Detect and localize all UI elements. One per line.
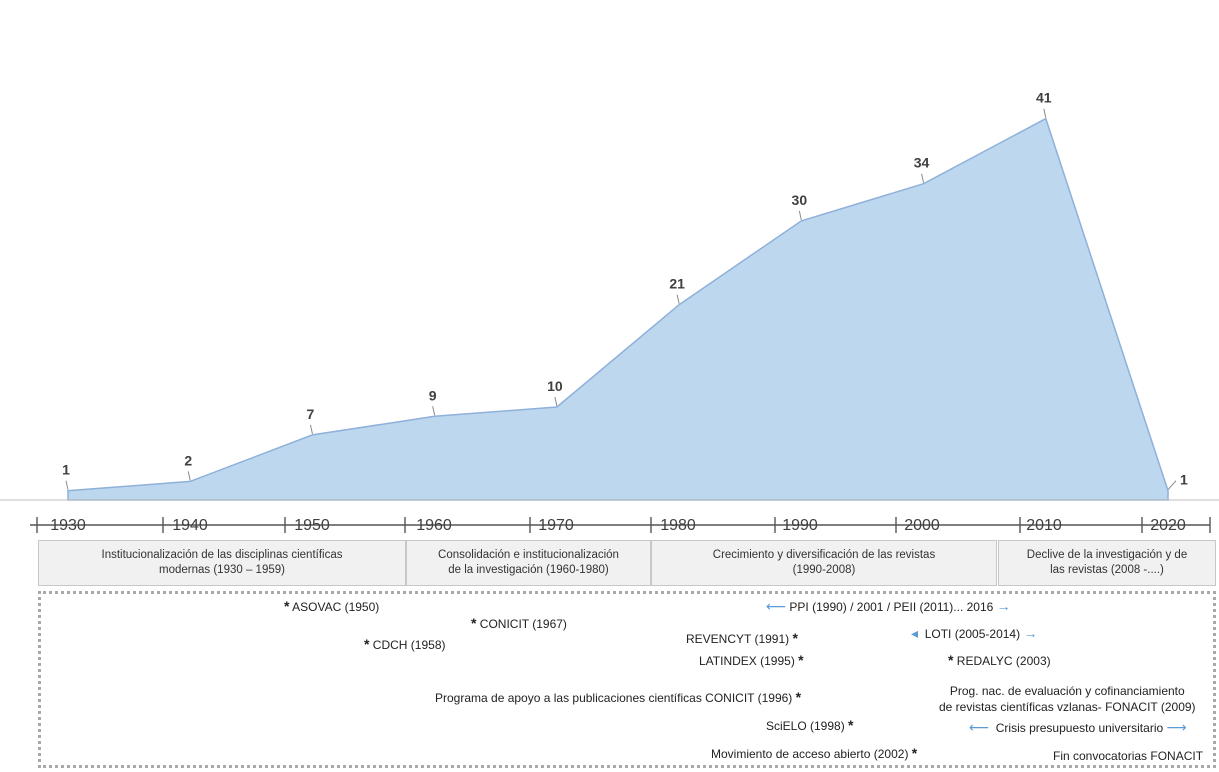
star-marker: * xyxy=(471,615,477,631)
label-leader xyxy=(921,173,925,183)
area-chart: 1 2 7 9 10 21 30 34 41 1 1930 1940 1950 1960 1970 1980… xyxy=(0,90,1219,534)
year-tick-label: 1930 xyxy=(50,517,86,534)
star-marker: * xyxy=(284,598,290,614)
data-label: 9 xyxy=(429,387,437,403)
year-tick-label: 2000 xyxy=(904,517,940,534)
year-tick-label: 1940 xyxy=(172,517,208,534)
event-label: REVENCYT (1991) xyxy=(686,632,790,646)
data-labels: 1 2 7 9 10 21 30 34 41 1 xyxy=(62,90,1188,491)
timeline-ticks: 1930 1940 1950 1960 1970 1980 1990 2000 2010 2020 xyxy=(36,517,1211,534)
period-label-line: las revistas (2008 -....) xyxy=(1050,564,1164,576)
year-tick-label: 1980 xyxy=(660,517,696,534)
event-acceso-abierto: Movimiento de acceso abierto (2002) * xyxy=(711,746,917,762)
event-label: Prog. nac. de evaluación y cofinanciamie… xyxy=(949,684,1185,698)
period-label-line: de la investigación (1960-1980) xyxy=(448,564,609,576)
label-leader xyxy=(432,406,436,416)
data-label: 1 xyxy=(62,462,70,478)
label-leader xyxy=(798,210,802,221)
event-revencyt: REVENCYT (1991) * xyxy=(686,631,798,647)
event-label: Movimiento de acceso abierto (2002) xyxy=(711,747,909,761)
data-label: 41 xyxy=(1036,90,1052,106)
events-panel: * ASOVAC (1950) * CONICIT (1967) * CDCH … xyxy=(38,591,1216,768)
event-loti: ◂ LOTI (2005-2014) → xyxy=(911,626,1037,642)
label-leader xyxy=(309,424,313,434)
year-tick-label: 2010 xyxy=(1026,517,1062,534)
data-label: 7 xyxy=(307,406,315,422)
event-prog-nac: Prog. nac. de evaluación y cofinanciamie… xyxy=(939,683,1196,715)
arrow-left-icon: ⟵ xyxy=(766,598,787,614)
period-crecimiento: Crecimiento y diversificación de las rev… xyxy=(651,540,997,586)
data-label: 30 xyxy=(792,192,808,208)
star-marker: * xyxy=(364,636,370,652)
event-label: Programa de apoyo a las publicaciones ci… xyxy=(435,691,793,705)
star-marker: * xyxy=(795,689,802,705)
period-institucionalizacion: Institucionalización de las disciplinas … xyxy=(38,540,406,586)
event-label: LOTI (2005-2014) xyxy=(924,627,1021,641)
event-label: Fin convocatorias FONACIT xyxy=(1053,749,1204,763)
event-label: REDALYC (2003) xyxy=(956,654,1051,668)
star-marker: * xyxy=(848,717,854,733)
event-label: CONICIT (1967) xyxy=(479,617,567,631)
data-label: 34 xyxy=(914,155,930,171)
label-leader xyxy=(554,396,558,407)
year-tick-label: 1960 xyxy=(416,517,452,534)
data-label: 21 xyxy=(669,276,685,292)
event-label: PPI (1990) / 2001 / PEII (2011)... 2016 xyxy=(789,600,994,614)
period-label-line: modernas (1930 – 1959) xyxy=(159,564,285,576)
period-label-line: (1990-2008) xyxy=(792,564,856,576)
period-label-line: Consolidación e institucionalización xyxy=(438,549,619,561)
event-asovac: * ASOVAC (1950) xyxy=(284,599,379,615)
event-conicit: * CONICIT (1967) xyxy=(471,616,567,632)
event-redalyc: * REDALYC (2003) xyxy=(948,653,1051,669)
event-fin-fonacit: Fin convocatorias FONACIT xyxy=(1053,749,1203,764)
arrow-left-icon: ◂ xyxy=(911,625,919,641)
star-marker: * xyxy=(792,630,798,646)
event-label: CDCH (1958) xyxy=(372,638,446,652)
label-leader xyxy=(187,471,191,481)
year-tick-label: 2020 xyxy=(1150,517,1186,534)
period-declive: Declive de la investigación y de las revi… xyxy=(998,540,1216,586)
star-marker: * xyxy=(798,652,804,668)
event-crisis: ⟵ Crisis presupuesto universitario ⟶ xyxy=(969,720,1187,736)
data-label: 10 xyxy=(547,378,563,394)
event-ppi: ⟵ PPI (1990) / 2001 / PEII (2011)... 201… xyxy=(766,599,1011,615)
label-leader xyxy=(1043,108,1047,118)
arrow-right-icon: → xyxy=(1023,625,1038,641)
year-tick-label: 1990 xyxy=(782,517,818,534)
label-leader xyxy=(1167,480,1177,491)
event-label: ASOVAC (1950) xyxy=(292,600,380,614)
label-leader xyxy=(676,294,680,304)
arrow-left-icon: ⟵ xyxy=(969,719,990,735)
period-label-line: Declive de la investigación y de xyxy=(1026,549,1188,561)
star-marker: * xyxy=(948,652,954,668)
data-label: 1 xyxy=(1180,472,1188,488)
period-label-line: Crecimiento y diversificación de las rev… xyxy=(712,549,936,561)
arrow-right-icon: ⟶ xyxy=(1166,719,1187,735)
arrow-right-icon: → xyxy=(996,598,1011,614)
year-tick-label: 1970 xyxy=(538,517,574,534)
year-tick-label: 1950 xyxy=(294,517,330,534)
event-label: de revistas científicas vzlanas- FONACIT… xyxy=(939,700,1196,714)
star-marker: * xyxy=(911,745,918,761)
period-consolidacion: Consolidación e institucionalización de l… xyxy=(406,540,651,586)
event-cdch: * CDCH (1958) xyxy=(364,637,445,653)
event-programa: Programa de apoyo a las publicaciones ci… xyxy=(435,690,801,706)
data-area xyxy=(67,117,1169,501)
period-label-line: Institucionalización de las disciplinas … xyxy=(101,549,343,561)
event-label: LATINDEX (1995) xyxy=(699,654,795,668)
label-leader xyxy=(65,480,69,490)
event-label: Crisis presupuesto universitario xyxy=(995,721,1164,735)
data-label: 2 xyxy=(184,452,192,468)
event-label: SciELO (1998) xyxy=(766,719,845,733)
event-latindex: LATINDEX (1995) * xyxy=(699,653,804,669)
event-scielo: SciELO (1998) * xyxy=(766,718,854,734)
